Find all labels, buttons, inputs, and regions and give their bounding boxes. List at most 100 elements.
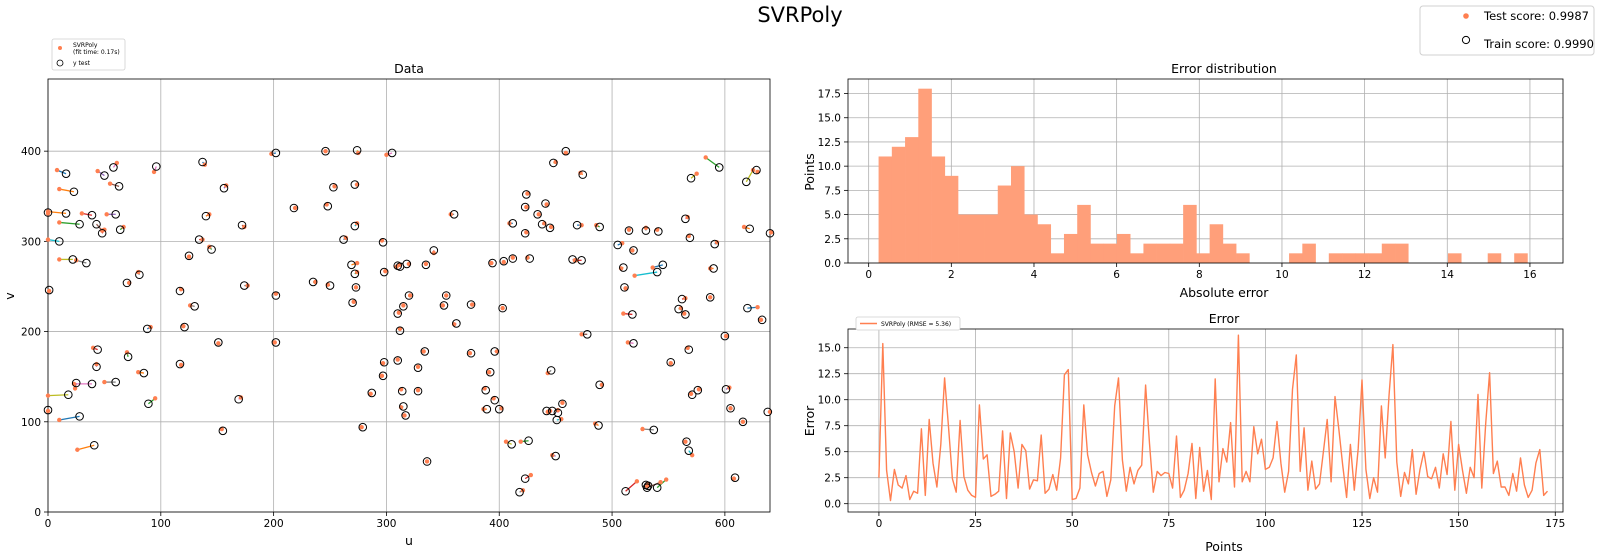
- scatter-true-point-115: [582, 329, 592, 339]
- scatter-true-point-126: [401, 411, 410, 420]
- scatter-pred-point-11: [45, 209, 51, 214]
- scatter-true-point-81: [402, 259, 412, 269]
- scatter-true-point-134: [624, 226, 634, 235]
- scatter-true-point-49: [271, 338, 281, 347]
- scatter-true-point-38: [64, 390, 73, 400]
- scatter-pred-point-42: [152, 396, 158, 401]
- histogram-bar-9: [997, 185, 1012, 263]
- scatter-legend: SVRPoly (fit time: 0.17s) y test: [51, 38, 126, 71]
- scatter-true-point-39: [43, 405, 53, 415]
- scatter-true-point-66: [387, 148, 397, 158]
- scatter-legend-pred-label: SVRPoly: [73, 42, 98, 49]
- scatter-pred-point-8: [57, 257, 62, 262]
- histogram-xtick-label-3: 6: [1113, 269, 1120, 281]
- scatter-true-point-54: [329, 182, 338, 192]
- scatter-true-point-40: [75, 412, 84, 421]
- scatter-true-point-87: [449, 210, 459, 219]
- scatter-true-point-19: [44, 285, 54, 295]
- scatter-pred-point-95: [489, 260, 494, 266]
- scatter-true-point-35: [71, 378, 81, 388]
- histogram-bar-39: [1395, 243, 1409, 263]
- scatter-true-point-153: [720, 331, 730, 341]
- scatter-pred-point-103: [525, 191, 530, 196]
- histogram-bar-37: [1368, 253, 1383, 263]
- histogram-bar-23: [1183, 204, 1197, 263]
- scatter-true-point-12: [115, 225, 125, 234]
- scatter-true-point-52: [308, 277, 318, 287]
- histogram-ytick-label-6: 15.0: [818, 113, 841, 125]
- scatter-pred-point-153: [723, 333, 729, 339]
- line-xtick-label-1: 25: [969, 518, 982, 530]
- histogram-xtick-label-5: 10: [1275, 269, 1288, 281]
- scatter-true-point-105: [537, 219, 547, 229]
- scatter-true-point-111: [578, 170, 588, 179]
- scatter-pred-point-104: [536, 212, 541, 217]
- scatter-true-point-0: [61, 169, 71, 179]
- scatter-pred-point-84: [440, 303, 446, 308]
- scatter-true-point-136: [629, 339, 638, 348]
- line-ytick-label-6: 15.0: [818, 343, 841, 355]
- histogram-xtick-label-8: 16: [1523, 269, 1537, 281]
- scatter-pred-point-73: [395, 357, 400, 362]
- histogram-bar-17: [1103, 243, 1118, 263]
- scatter-xtick-label-0: 0: [45, 518, 52, 530]
- scatter-pred-point-155: [731, 476, 737, 481]
- histogram-bar-48: [1514, 253, 1528, 263]
- scatter-pred-point-101: [524, 204, 529, 210]
- scatter-pred-point-19: [46, 288, 52, 294]
- scatter-link-41: [77, 444, 95, 451]
- histogram-bar-22: [1169, 243, 1184, 263]
- scatter-true-point-56: [321, 146, 330, 156]
- scatter-true-point-6: [109, 163, 118, 172]
- scatter-true-point-5: [114, 182, 124, 191]
- histogram-xlabel: Absolute error: [1180, 285, 1270, 300]
- histogram-bar-3: [918, 88, 932, 264]
- scatter-xtick-label-2: 200: [264, 518, 284, 530]
- scatter-pred-point-1: [57, 186, 62, 192]
- scatter-pred-point-92: [486, 369, 492, 375]
- scatter-true-point-45: [218, 426, 228, 436]
- scatter-true-point-59: [350, 221, 360, 231]
- histogram-bar-27: [1236, 253, 1250, 263]
- scatter-true-point-169: [684, 446, 694, 455]
- scatter-pred-point-135: [630, 248, 635, 253]
- scatter-true-point-174: [641, 480, 651, 490]
- scatter-ytick-label-1: 100: [21, 417, 41, 429]
- scatter-true-point-36: [87, 379, 97, 389]
- line-xtick-label-6: 150: [1449, 518, 1469, 530]
- scatter-true-point-148: [686, 173, 696, 183]
- scatter-pred-point-165: [658, 480, 663, 485]
- histogram-frame: [847, 78, 1564, 264]
- scatter-true-point-141: [666, 357, 676, 367]
- scatter-pred-point-173: [634, 479, 640, 484]
- scatter-pred-point-5: [107, 181, 113, 186]
- scatter-true-point-86: [452, 319, 461, 328]
- histogram-bar-18: [1116, 233, 1131, 263]
- histogram-bar-34: [1328, 253, 1343, 263]
- scatter-true-point-176: [553, 408, 563, 418]
- scatter-true-point-114: [568, 255, 577, 264]
- scatter-true-point-161: [745, 224, 754, 234]
- scatter-true-point-78: [413, 363, 423, 372]
- scatter-true-point-33: [93, 345, 102, 354]
- error-line-panel: 0 25 50 75 100 125 150 175 0.0 2.5 5.0 7.5 10.0 12.5 1…: [802, 311, 1565, 554]
- scatter-pred-point-122: [518, 439, 523, 444]
- scatter-true-point-123: [520, 474, 530, 483]
- scatter-true-point-118: [558, 399, 567, 409]
- scatter-pred-point-88: [469, 302, 475, 307]
- scatter-true-point-73: [393, 356, 403, 365]
- scatter-true-point-85: [441, 291, 451, 300]
- scatter-true-point-101: [520, 202, 530, 212]
- line-marks: [878, 334, 1549, 502]
- scatter-link-11: [47, 210, 67, 215]
- scatter-true-point-164: [763, 407, 773, 417]
- scatter-pred-point-54: [332, 184, 337, 189]
- scatter-pred-point-167: [640, 426, 645, 432]
- scatter-pred-point-96: [500, 305, 505, 311]
- scatter-true-point-94: [490, 395, 500, 405]
- histogram-ytick-label-3: 7.5: [824, 185, 841, 197]
- scatter-true-point-160: [743, 303, 752, 313]
- scatter-legend-fit-time: (fit time: 0.17s): [73, 49, 120, 56]
- line-xtick-label-5: 125: [1352, 518, 1372, 530]
